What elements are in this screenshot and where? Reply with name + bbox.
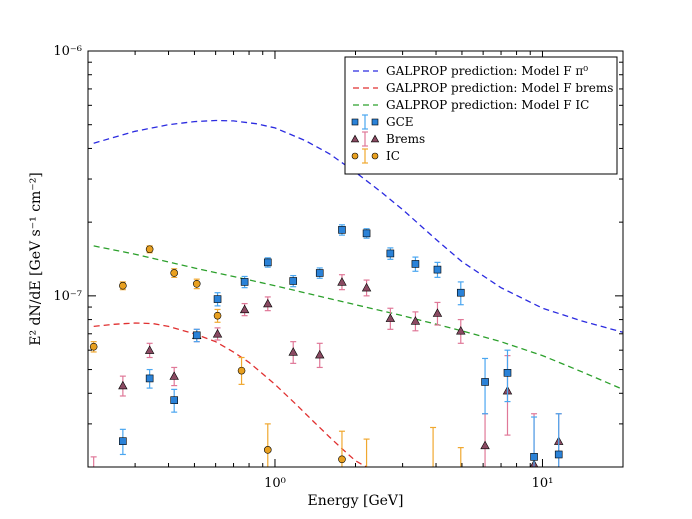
y-tick-label: 10⁻⁶ [53,44,82,59]
gce-point [362,229,371,238]
gce-point [411,260,420,268]
ic-point [145,245,154,254]
ic-point [192,280,201,288]
ic-point [170,269,178,277]
ic-point [213,311,222,320]
axis-ticks [87,50,624,468]
brems-point [239,304,250,314]
brems-point [212,328,223,338]
brems-point [118,380,128,390]
gce-point [386,249,395,258]
y-tick-label: 10⁻⁷ [53,289,82,304]
brems-point [480,440,490,450]
legend-label: GCE [386,115,414,129]
gce-point [289,277,298,285]
gce-point [145,374,154,383]
gce-point [263,258,272,267]
legend-label: GALPROP prediction: Model F brems [386,81,613,95]
x-axis-title: Energy [GeV] [307,493,403,509]
brems-point [315,349,325,359]
gce-point [456,288,465,297]
gce-point [119,437,127,445]
x-tick-label: 10⁰ [264,476,286,491]
brems-point [169,371,179,380]
gce-point [481,378,489,386]
ic-legend-marker [371,152,379,160]
brems-point [144,345,155,354]
legend-label: GALPROP prediction: Model F π⁰ [386,64,588,78]
brems-legend-marker [350,134,360,143]
gce-point [192,331,201,340]
legend-label: Brems [386,132,425,146]
x-tick-label: 10¹ [532,476,554,491]
brems-point [288,347,298,356]
brems-point [432,308,443,317]
ic-point [89,342,98,351]
brems-point [385,313,396,322]
gce-point [554,450,563,459]
gce-point [338,226,346,234]
gce-point [240,278,249,286]
gce-point [433,265,442,274]
y-axis-title: E² dN/dE [GeV s⁻¹ cm⁻²] [28,172,44,346]
ic-point [237,366,246,375]
gce-point [503,369,512,377]
gce-point [213,295,222,303]
legend-box [344,56,618,175]
brems-point [361,282,372,292]
brems-point [337,277,347,286]
brems-point [410,316,421,325]
ic-legend-marker [351,152,359,160]
legend: GALPROP prediction: Model F π⁰ GALPROP pr… [344,56,618,175]
tick-labels: 10⁰ 10¹ 10⁻⁷ 10⁻⁶ [53,44,553,491]
ic-point [338,455,346,464]
legend-label: GALPROP prediction: Model F IC [386,98,589,112]
legend-label: IC [386,149,400,163]
gce-legend-marker [371,118,379,126]
gce-legend-marker [351,118,359,126]
model-line [93,322,367,467]
model-line [93,119,623,333]
ic-point [263,446,272,454]
brems-point [263,298,273,308]
gce-point [530,453,538,461]
plot-area [89,119,623,467]
brems-point [456,325,466,335]
brems-legend-marker [370,134,380,143]
gce-point [315,269,324,277]
gce-point [170,396,178,404]
model-line [93,245,623,390]
ic-point [119,281,127,290]
